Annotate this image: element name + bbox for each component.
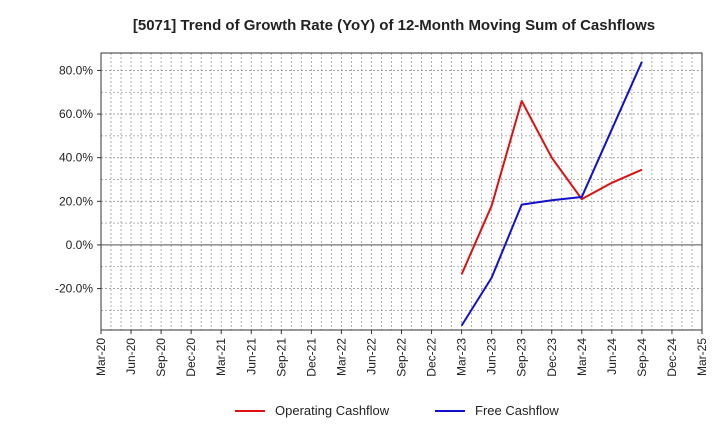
x-tick-label: Dec-24 [665, 338, 679, 377]
y-tick-label: 80.0% [59, 63, 93, 77]
x-tick-label: Mar-24 [575, 338, 589, 376]
x-tick-label: Mar-21 [214, 338, 228, 376]
x-tick-label: Dec-20 [184, 338, 198, 377]
x-tick-label: Dec-21 [304, 338, 318, 377]
x-tick-label: Sep-22 [395, 338, 409, 377]
y-tick-label: -20.0% [55, 282, 93, 296]
x-tick-label: Sep-21 [274, 338, 288, 377]
x-tick-label: Jun-23 [485, 338, 499, 375]
x-tick-label: Mar-22 [334, 338, 348, 376]
x-tick-label: Jun-21 [244, 338, 258, 375]
y-tick-label: 40.0% [59, 151, 93, 165]
y-tick-label: 60.0% [59, 107, 93, 121]
x-tick-label: Mar-20 [94, 338, 108, 376]
x-tick-label: Sep-24 [635, 338, 649, 377]
x-tick-label: Mar-25 [695, 338, 709, 376]
legend: Operating Cashflow Free Cashflow [235, 403, 559, 418]
x-tick-label: Sep-20 [154, 338, 168, 377]
x-tick-label: Jun-22 [364, 338, 378, 375]
y-tick-label: 20.0% [59, 194, 93, 208]
y-tick-label: 0.0% [66, 238, 94, 252]
x-tick-label: Jun-24 [605, 338, 619, 375]
x-tick-label: Dec-23 [545, 338, 559, 377]
x-tick-label: Dec-22 [425, 338, 439, 377]
legend-label-free-cashflow: Free Cashflow [475, 403, 559, 418]
x-tick-label: Sep-23 [515, 338, 529, 377]
series-line-operating-cashflow [460, 99, 643, 275]
chart-title: [5071] Trend of Growth Rate (YoY) of 12-… [133, 17, 655, 34]
x-tick-label: Jun-20 [124, 338, 138, 375]
series-line-free-cashflow [460, 61, 643, 327]
plot-background [101, 53, 702, 330]
x-tick-label: Mar-23 [455, 338, 469, 376]
plot-area: 80.0% 60.0% 40.0% 20.0% 0.0% -20.0% Mar-20 Jun-… [55, 52, 709, 377]
legend-label-operating-cashflow: Operating Cashflow [275, 403, 390, 418]
